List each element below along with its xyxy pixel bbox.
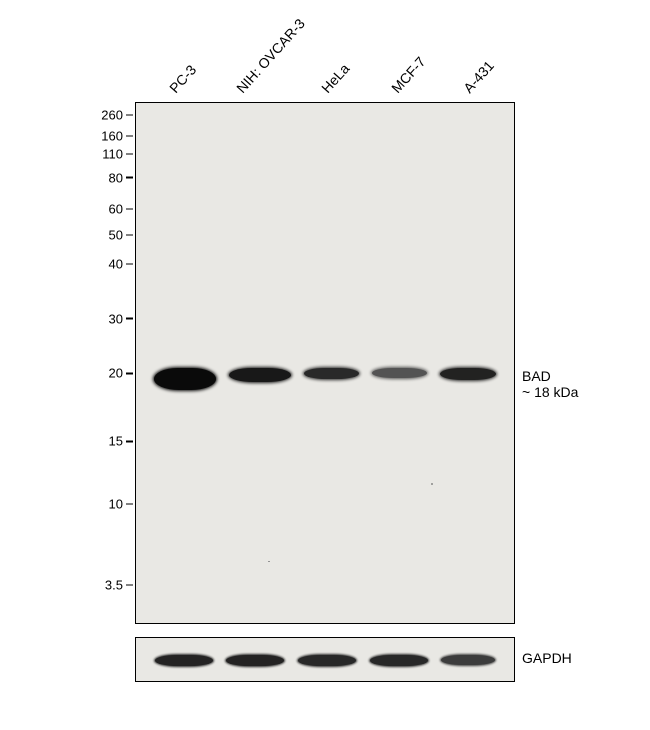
target-protein-label: BAD ~ 18 kDa [522,368,578,400]
target-name: BAD [522,368,578,384]
mw-value: 50 [109,228,123,243]
mw-marker: 3.5 [85,577,133,592]
main-blot-panel [135,102,515,624]
gapdh-band-row [136,655,514,666]
mw-marker: 50 [85,228,133,243]
mw-value: 60 [109,202,123,217]
protein-band [440,368,496,380]
tick-mark [126,584,133,586]
mw-value: 160 [101,128,123,143]
protein-band [370,655,428,666]
protein-band [372,368,427,378]
tick-mark [126,373,133,375]
lane-label: NIH: OVCAR-3 [233,15,308,96]
protein-band [155,655,213,666]
lane-label: HeLa [318,60,352,96]
artifact-dot [268,561,270,563]
tick-mark [126,234,133,236]
mw-value: 110 [102,147,123,162]
tick-mark [126,318,133,320]
protein-band [226,655,284,666]
mw-value: 260 [101,108,123,123]
protein-band [304,368,359,379]
lane-label: A-431 [460,58,497,96]
protein-band [229,368,291,382]
mw-value: 80 [109,170,123,185]
mw-value: 15 [109,434,123,449]
mw-marker: 160 [85,128,133,143]
mw-value: 20 [109,366,123,381]
mw-marker: 20 [85,366,133,381]
target-size: ~ 18 kDa [522,384,578,400]
protein-band [441,655,495,665]
tick-mark [126,503,133,505]
tick-mark [126,114,133,116]
bad-band-row [136,368,514,390]
artifact-dot [431,483,433,485]
lane-labels-row: PC-3NIH: OVCAR-3HeLaMCF-7A-431 [150,20,550,100]
lane-label: MCF-7 [388,54,429,96]
tick-mark [126,177,133,179]
tick-mark [126,208,133,210]
mw-marker: 260 [85,108,133,123]
mw-marker: 80 [85,170,133,185]
mw-value: 10 [109,496,123,511]
tick-mark [126,135,133,137]
mw-value: 3.5 [105,577,123,592]
tick-mark [126,263,133,265]
protein-band [154,368,216,390]
western-blot-figure: PC-3NIH: OVCAR-3HeLaMCF-7A-431 260160110… [30,20,620,710]
mw-marker: 15 [85,434,133,449]
mw-marker: 110 [85,147,133,162]
tick-mark [126,153,133,155]
mw-marker: 30 [85,311,133,326]
loading-control-panel [135,637,515,682]
mw-marker: 10 [85,496,133,511]
mw-value: 30 [109,311,123,326]
loading-control-label: GAPDH [522,650,572,666]
tick-mark [126,441,133,443]
protein-band [298,655,356,666]
lane-label: PC-3 [166,62,199,96]
molecular-weight-markers: 260 160 110 80 60 50 40 30 20 15 10 3.5 [85,102,133,624]
mw-marker: 40 [85,256,133,271]
mw-value: 40 [109,256,123,271]
mw-marker: 60 [85,202,133,217]
